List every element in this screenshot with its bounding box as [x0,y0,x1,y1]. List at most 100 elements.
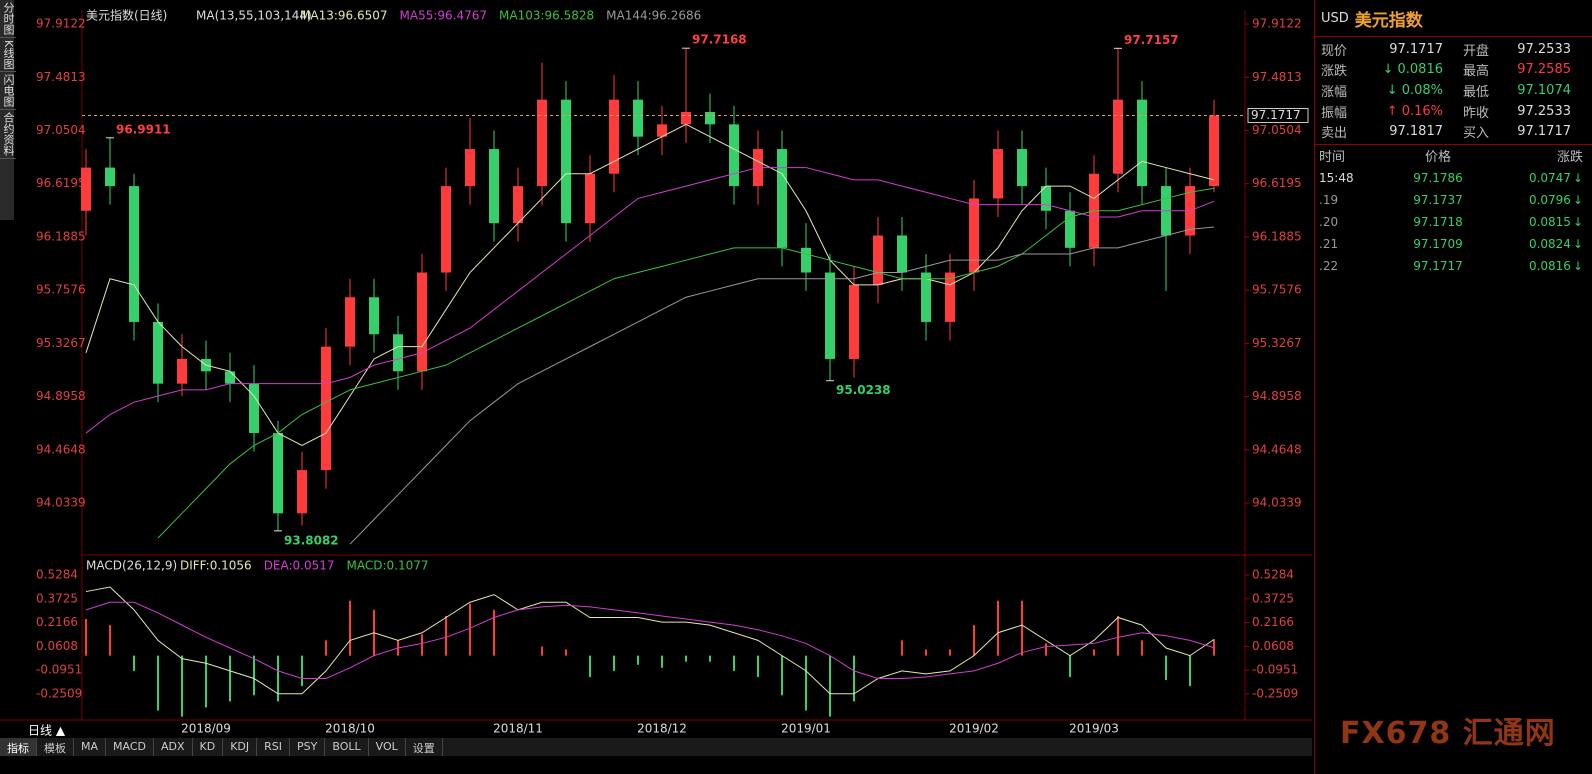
tab[interactable]: MA [74,738,107,756]
quote-label: 卖出 [1321,126,1348,142]
macd-title: MACD(26,12,9) [86,559,177,573]
x-tick-label: 2019/02 [949,722,999,736]
side-tab[interactable]: 分时图 [0,0,16,38]
tick-change: 0.0747 ↓ [1493,171,1583,185]
macd-tick-label-right: 0.0608 [1252,639,1294,653]
candle-body [369,297,379,335]
quote-number: 0.16% [1401,103,1443,119]
macd-line [85,586,1215,695]
quote-label: 涨幅 [1321,84,1348,100]
candle-body [801,247,811,273]
candle-body [945,272,955,322]
tick-time: .21 [1319,236,1339,251]
extreme-label: 95.0238 [836,383,891,397]
side-tab[interactable]: K线图 [0,38,16,73]
arrow: ↓ [1382,62,1394,78]
arrow: ↑ [1386,103,1398,119]
tab[interactable]: 模板 [37,738,74,756]
candle-body [681,111,691,125]
tab[interactable]: VOL [369,738,406,756]
arrow: ↓ [1386,82,1398,98]
macd-tick-label-right: 0.2166 [1252,615,1294,629]
quote-row: 现价 97.1717 开盘 97.2533 [1315,39,1592,60]
y-tick-label: 97.9122 [36,17,86,31]
macd-legend: DIFF:0.1056 [180,559,252,573]
candle-body [321,346,331,471]
ma-legend: MA13:96.6507 [300,9,388,23]
tab[interactable]: ADX [154,738,193,756]
th: 时间 [1319,150,1346,166]
tick-change: 0.0824 ↓ [1493,237,1583,251]
y-tick-label: 95.3267 [36,336,86,350]
candle-body [849,284,859,359]
x-tick-label: 2019/01 [781,722,831,736]
tick-row: .22 97.1717 0.0816 ↓ [1315,255,1592,277]
quote-value: 97.2533 [1517,41,1571,57]
th: 涨跌 [1556,150,1583,166]
candle-body [993,149,1003,199]
extreme-label: 97.7168 [692,33,747,47]
macd-tick-label-right: 0.5284 [1252,568,1294,582]
y-tick-label-right: 94.8958 [1252,389,1302,403]
candle-body [513,186,523,224]
y-tick-label-right: 97.0504 [1252,123,1302,137]
ma-legend: MA55:96.4767 [400,9,488,23]
ticks-table: 时间 价格 涨跌 15:48 97.1786 0.0747 ↓ .19 97.1737 0.… [1315,143,1592,277]
tab[interactable]: KDJ [223,738,258,756]
candle-body [177,358,187,384]
ticks-rows: 15:48 97.1786 0.0747 ↓ .19 97.1737 0.0796 ↓ .20 9… [1315,167,1592,277]
quote-value: ↑ 0.16% [1363,104,1457,119]
candle-body [609,99,619,174]
side-tab[interactable]: 闪电图 [0,72,16,111]
candle-body [465,149,475,187]
quote-label: 最高 [1463,64,1490,80]
tick-change-number: 0.0824 [1528,236,1571,251]
ma-legend: MA144:96.2686 [606,9,701,23]
tab[interactable]: RSI [257,738,291,756]
tab[interactable]: 设置 [406,738,443,756]
macd-line [85,601,1215,679]
tick-change: 0.0796 ↓ [1493,193,1583,207]
candle-body [729,124,739,187]
candle-body [1113,99,1123,174]
ma-label: MA(13,55,103,144) [196,9,312,23]
y-tick-label-right: 95.7576 [1252,283,1302,297]
side-tab[interactable]: 合约资料 [0,110,16,160]
macd-tick-label: 0.5284 [36,568,78,582]
tab[interactable]: BOLL [325,738,369,756]
y-tick-label-right: 97.4813 [1252,70,1302,84]
y-tick-label-right: 95.3267 [1252,336,1302,350]
price-label: 97.1717 [1251,108,1301,122]
tick-change: 0.0816 ↓ [1493,259,1583,273]
candle-body [81,167,91,211]
tab[interactable]: KD [193,738,224,756]
period[interactable]: 日线 ▲ [28,724,66,738]
tick-price: 97.1737 [1413,192,1463,207]
quote-number: 0.0816 [1397,62,1444,78]
candle-body [1065,210,1075,248]
tick-price: 97.1786 [1413,170,1463,185]
y-tick-label-right: 94.0339 [1252,495,1302,509]
macd-tick-label: -0.2509 [36,686,82,700]
ma-line [85,123,1215,446]
quote-label: 振幅 [1321,105,1348,121]
quote-value: 97.1817 [1363,124,1457,139]
tick-price: 97.1718 [1413,214,1463,229]
price-box [1247,107,1309,123]
y-tick-label: 94.8958 [36,389,86,403]
tab[interactable]: 指标 [0,738,37,756]
quote-number: 97.1717 [1389,41,1443,57]
arrow: ↓ [1572,214,1583,229]
macd-tick-label-right: 0.3725 [1252,591,1294,605]
candle-body [1209,115,1219,187]
quote-panel: USD 美元指数 现价 97.1717 开盘 97.2533 涨跌 ↓ 0.0816 最高 97… [1314,0,1592,774]
candle-body [129,186,139,322]
ticks-header: 时间 价格 涨跌 [1315,145,1592,167]
tick-row: 15:48 97.1786 0.0747 ↓ [1315,167,1592,189]
macd-legend: MACD:0.1077 [347,559,429,573]
y-tick-label-right: 96.6195 [1252,176,1302,190]
quote-value: 97.1717 [1363,42,1457,57]
tab[interactable]: PSY [290,738,326,756]
candle-body [921,272,931,322]
tab[interactable]: MACD [106,738,154,756]
